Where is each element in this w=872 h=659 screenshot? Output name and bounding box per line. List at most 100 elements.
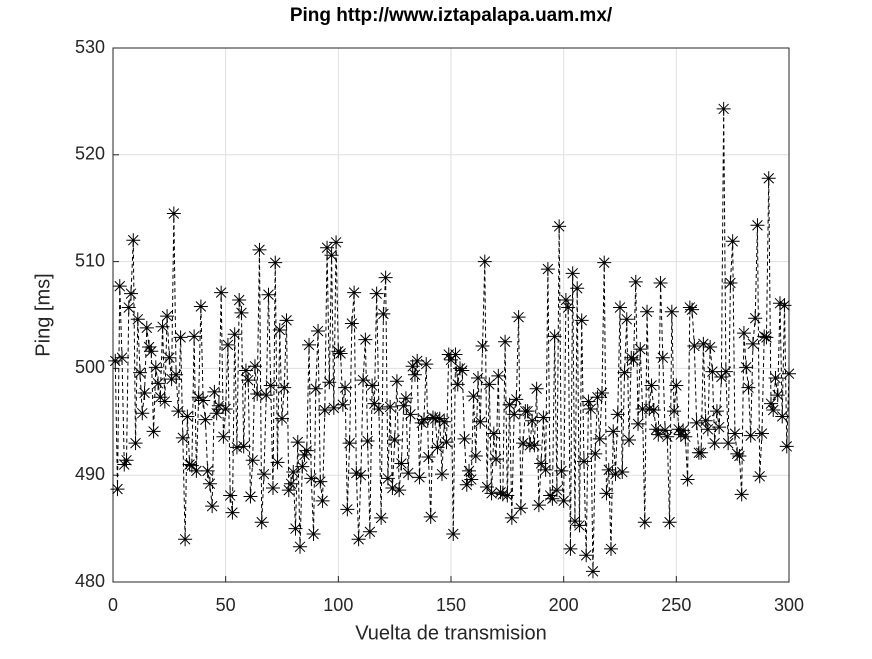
data-marker (491, 368, 506, 383)
data-marker (588, 446, 603, 461)
data-marker (619, 312, 634, 327)
data-marker (754, 426, 769, 441)
data-marker (658, 423, 673, 438)
data-marker (727, 426, 742, 441)
data-marker (599, 486, 614, 501)
data-marker (464, 472, 479, 487)
data-marker (155, 319, 170, 334)
x-tick-label: 100 (323, 595, 353, 615)
data-marker (340, 502, 355, 517)
data-marker (444, 352, 458, 367)
data-marker (745, 336, 760, 351)
data-marker (205, 499, 220, 514)
data-marker (225, 505, 240, 520)
data-marker (660, 429, 675, 444)
data-marker (414, 415, 429, 430)
data-marker (570, 281, 585, 296)
data-marker (394, 456, 409, 471)
data-marker (446, 526, 461, 541)
data-marker (651, 427, 666, 442)
data-marker (637, 515, 652, 530)
data-marker (261, 287, 276, 302)
data-marker (671, 422, 686, 437)
data-marker (757, 329, 772, 344)
data-marker (583, 401, 598, 416)
data-marker (549, 483, 564, 498)
data-marker (216, 429, 231, 444)
data-marker (504, 510, 519, 525)
data-marker (209, 406, 224, 421)
data-marker (297, 447, 312, 462)
data-marker (700, 422, 715, 437)
data-marker (108, 353, 123, 368)
data-marker (304, 471, 319, 486)
data-marker (133, 365, 148, 380)
data-marker (144, 344, 159, 359)
data-marker (696, 336, 711, 351)
data-marker (644, 378, 659, 393)
data-marker (166, 206, 181, 221)
data-marker (119, 453, 134, 468)
data-marker (247, 359, 262, 374)
data-marker (759, 330, 774, 345)
data-marker (351, 532, 366, 547)
data-marker (723, 275, 738, 290)
data-marker (162, 350, 177, 365)
data-marker (527, 438, 542, 453)
data-marker (281, 483, 296, 498)
data-marker (342, 436, 357, 451)
data-marker (211, 398, 226, 413)
data-marker (259, 388, 274, 403)
data-marker (171, 404, 186, 419)
data-marker (374, 510, 389, 525)
data-marker (766, 403, 781, 418)
data-marker (252, 242, 267, 257)
data-marker (243, 489, 258, 504)
data-marker (214, 285, 229, 300)
data-marker (434, 467, 449, 482)
data-marker (326, 400, 341, 415)
data-marker (664, 304, 679, 319)
data-marker (712, 420, 727, 435)
data-marker (365, 378, 380, 393)
data-marker (130, 312, 145, 327)
data-marker (286, 464, 301, 479)
data-marker (685, 302, 700, 317)
data-marker (475, 338, 490, 353)
x-tick-label: 50 (216, 595, 236, 615)
data-marker (482, 377, 497, 392)
data-marker (124, 286, 139, 301)
data-marker (315, 493, 330, 508)
data-marker (721, 436, 736, 451)
data-marker (673, 427, 688, 442)
y-tick-label: 490 (75, 464, 105, 484)
data-marker (462, 463, 477, 478)
data-marker (151, 376, 166, 391)
data-marker (376, 306, 391, 321)
data-marker (110, 482, 125, 497)
data-marker (509, 392, 524, 407)
data-marker (507, 407, 522, 422)
data-marker (329, 235, 344, 250)
data-marker (615, 464, 630, 479)
data-marker (160, 309, 175, 324)
data-marker (358, 332, 373, 347)
data-marker (137, 385, 152, 400)
data-marker (662, 515, 677, 530)
data-marker (552, 219, 567, 234)
data-marker (128, 436, 143, 451)
data-marker (543, 488, 558, 503)
data-marker (655, 350, 670, 365)
data-marker (416, 412, 431, 427)
data-marker (694, 445, 709, 460)
x-tick-label: 200 (549, 595, 579, 615)
data-marker (317, 403, 332, 418)
data-marker (178, 532, 193, 547)
data-marker (250, 387, 265, 402)
data-marker (613, 300, 627, 315)
data-marker (669, 378, 684, 393)
data-marker (709, 404, 724, 419)
y-tick-label: 480 (75, 571, 105, 591)
data-marker (180, 409, 195, 424)
